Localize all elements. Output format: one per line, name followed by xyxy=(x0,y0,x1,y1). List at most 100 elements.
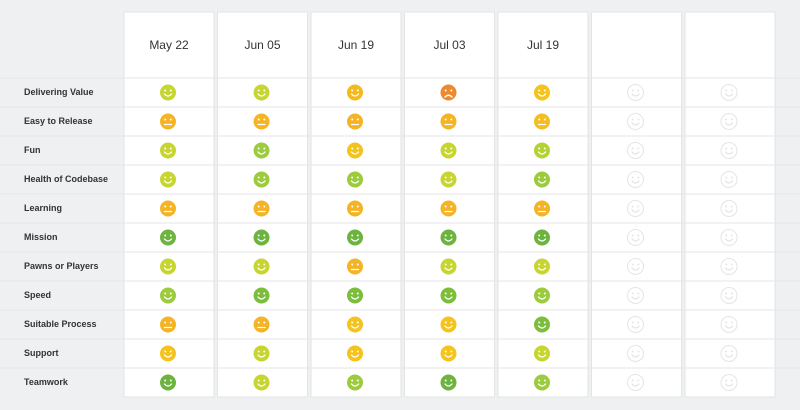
eye xyxy=(631,205,634,208)
mouth xyxy=(163,354,173,358)
eye xyxy=(543,234,546,237)
face xyxy=(160,142,176,159)
face-icon xyxy=(253,345,270,362)
face-icon xyxy=(720,142,738,159)
face xyxy=(440,316,457,333)
face-icon xyxy=(627,113,644,130)
face-icon xyxy=(347,84,363,101)
eye xyxy=(631,234,634,237)
face-icon xyxy=(627,84,644,101)
eye xyxy=(444,176,447,179)
face xyxy=(440,171,457,188)
row-label: Delivering Value xyxy=(24,87,94,97)
row-label: Health of Codebase xyxy=(24,174,108,184)
face-icon xyxy=(347,171,363,188)
face-icon xyxy=(440,200,457,217)
eye xyxy=(351,176,354,179)
eye xyxy=(730,263,733,266)
face-icon xyxy=(440,229,457,246)
eye xyxy=(543,205,546,208)
eye xyxy=(725,350,728,353)
row-label: Mission xyxy=(24,232,58,242)
face-icon xyxy=(160,113,176,130)
face-icon xyxy=(160,200,176,217)
face xyxy=(253,229,270,246)
face xyxy=(253,316,270,333)
face-icon xyxy=(627,171,644,188)
mouth xyxy=(724,209,734,213)
eye xyxy=(263,379,266,382)
mouth xyxy=(631,180,640,184)
eye xyxy=(169,292,172,295)
eye xyxy=(263,89,266,92)
eye xyxy=(263,321,266,324)
eye xyxy=(637,350,640,353)
mouth xyxy=(163,383,173,387)
face-icon xyxy=(253,171,270,188)
eye xyxy=(730,89,733,92)
mouth xyxy=(163,267,173,271)
face xyxy=(534,171,550,188)
eye xyxy=(637,176,640,179)
eye xyxy=(543,147,546,150)
eye xyxy=(257,147,260,150)
eye xyxy=(169,205,172,208)
eye xyxy=(164,147,167,150)
face xyxy=(160,113,176,130)
face xyxy=(440,229,457,246)
mouth xyxy=(724,267,734,271)
face xyxy=(347,287,363,304)
face xyxy=(627,258,644,275)
face-icon xyxy=(440,142,457,159)
face-icon xyxy=(347,142,363,159)
face xyxy=(534,113,550,130)
eye xyxy=(356,263,359,266)
mouth xyxy=(537,180,547,184)
eye xyxy=(538,118,541,121)
mouth xyxy=(163,93,173,97)
eye xyxy=(730,147,733,150)
eye xyxy=(169,321,172,324)
face-icon xyxy=(253,113,270,130)
face xyxy=(160,345,176,362)
eye xyxy=(263,176,266,179)
mouth xyxy=(537,383,547,387)
mouth xyxy=(537,238,547,242)
eye xyxy=(543,292,546,295)
face xyxy=(160,229,176,246)
eye xyxy=(538,321,541,324)
eye xyxy=(164,89,167,92)
mouth xyxy=(444,296,453,300)
face-icon xyxy=(440,345,457,362)
eye xyxy=(164,263,167,266)
face-icon xyxy=(720,113,738,130)
face-icon xyxy=(160,84,176,101)
eye xyxy=(631,118,634,121)
eye xyxy=(164,118,167,121)
eye xyxy=(356,147,359,150)
mouth xyxy=(257,151,266,155)
mouth xyxy=(163,151,173,155)
eye xyxy=(263,205,266,208)
face xyxy=(627,142,644,159)
mouth xyxy=(724,180,734,184)
column-header: Jun 19 xyxy=(338,38,374,52)
eye xyxy=(356,205,359,208)
eye xyxy=(637,118,640,121)
face-icon xyxy=(160,142,176,159)
eye xyxy=(257,321,260,324)
eye xyxy=(637,263,640,266)
mouth xyxy=(257,296,266,300)
face-icon xyxy=(253,229,270,246)
face-icon xyxy=(534,171,550,188)
eye xyxy=(543,321,546,324)
face-icon xyxy=(627,258,644,275)
face-icon xyxy=(534,113,550,130)
eye xyxy=(538,379,541,382)
row-label: Support xyxy=(24,348,59,358)
eye xyxy=(164,321,167,324)
face xyxy=(534,200,550,217)
eye xyxy=(164,205,167,208)
column-header: Jul 03 xyxy=(433,38,465,52)
eye xyxy=(257,118,260,121)
